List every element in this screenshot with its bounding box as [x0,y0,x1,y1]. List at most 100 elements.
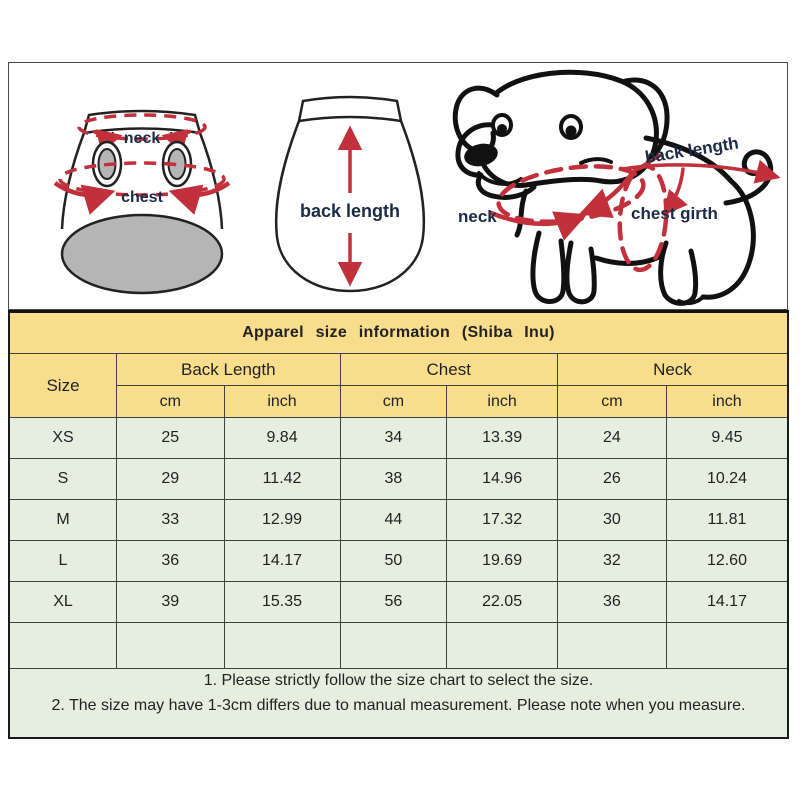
size-row-s: S 29 11.42 38 14.96 26 10.24 [8,458,789,500]
value-cell: 24 [556,417,667,459]
value-cell: 39 [116,581,225,623]
column-group-row: Size Back Length Chest Neck [8,353,789,418]
unit-header: cm [339,385,448,418]
value-cell: 9.84 [223,417,341,459]
value-cell: 11.42 [223,458,341,500]
empty-cell [116,622,225,669]
value-cell: 14.17 [665,581,789,623]
apparel-size-table: Apparel size information (Shiba Inu) Siz… [8,310,789,739]
value-cell: 44 [339,499,448,541]
dog-line-art [452,69,774,306]
note-1: 1. Please strictly follow the size chart… [203,672,594,689]
empty-cell [339,622,448,669]
empty-row [8,622,789,669]
value-cell: 32 [556,540,667,582]
dog-rear-leg [658,240,699,306]
size-cell: L [8,540,117,582]
front-chest-label: chest [121,189,163,206]
dog-tail [723,149,774,206]
empty-cell [665,622,789,669]
unit-header-row: cm inch cm inch cm inch [9,385,789,418]
dog-measurement-lines [488,153,781,273]
measurement-illustrations: neck chest back length [8,62,788,310]
value-cell: 26 [556,458,667,500]
empty-cell [446,622,558,669]
garment-back-illustration: back length [274,95,426,293]
unit-header: inch [665,385,789,418]
size-header: Size [8,353,117,418]
chest-girth-dashed-line [58,161,226,197]
dog-illustration: neck back length chest girth [452,69,781,306]
chest-header: Chest [339,353,558,386]
value-cell: 17.32 [446,499,558,541]
value-cell: 13.39 [446,417,558,459]
size-cell: XL [8,581,117,623]
unit-header: cm [556,385,667,418]
notes-row: 1. Please strictly follow the size chart… [8,668,789,739]
note-2: 2. The size may have 1-3cm differs due t… [51,696,746,714]
garment-front-illustration: neck chest [53,109,231,295]
value-cell: 56 [339,581,448,623]
dog-shoulder-fur [579,157,613,165]
dog-chest-fur [514,188,529,238]
size-cell: XS [8,417,117,459]
value-cell: 15.35 [223,581,341,623]
value-cell: 34 [339,417,448,459]
value-cell: 29 [116,458,225,500]
size-cell: S [8,458,117,500]
dog-right-pupil [565,125,577,137]
value-cell: 14.17 [223,540,341,582]
front-neck-label: neck [124,130,161,147]
neck-girth-dashed-line [77,113,207,141]
dog-mouth [477,171,523,186]
empty-cell [556,622,667,669]
dog-chest-arrow-down [662,167,688,216]
size-row-xl: XL 39 15.35 56 22.05 36 14.17 [8,581,789,623]
value-cell: 19.69 [446,540,558,582]
value-cell: 36 [116,540,225,582]
garment-back-collar-line [298,115,402,123]
value-cell: 38 [339,458,448,500]
size-row-xs: XS 25 9.84 34 13.39 24 9.45 [8,417,789,459]
value-cell: 36 [556,581,667,623]
dog-neck-arrow [488,210,588,241]
unit-header: inch [446,385,558,418]
unit-header: cm [116,385,225,418]
dog-front-leg-2 [564,240,597,305]
neck-header: Neck [556,353,789,386]
dog-back-length-tick [632,153,663,173]
neck-arrow-left [92,129,123,153]
size-row-l: L 36 14.17 50 19.69 32 12.60 [8,540,789,582]
value-cell: 14.96 [446,458,558,500]
size-cell: M [8,499,117,541]
value-cell: 9.45 [665,417,789,459]
dog-chest-girth-label: chest girth [631,204,718,223]
garment-right-seam [198,132,224,230]
dog-rear-paw [677,295,705,306]
empty-cell [223,622,341,669]
garment-belly-panel [60,213,224,295]
value-cell: 22.05 [446,581,558,623]
value-cell: 12.99 [223,499,341,541]
value-cell: 33 [116,499,225,541]
size-table-container: Apparel size information (Shiba Inu) Siz… [8,310,789,739]
size-row-m: M 33 12.99 44 17.32 30 11.81 [8,499,789,541]
value-cell: 30 [556,499,667,541]
value-cell: 12.60 [665,540,789,582]
dog-nose [464,143,498,167]
value-cell: 10.24 [665,458,789,500]
value-cell: 25 [116,417,225,459]
table-title-row: Apparel size information (Shiba Inu) [8,311,789,354]
dog-back-line [643,135,734,184]
empty-cell [8,622,117,669]
back-length-label: back length [300,201,400,221]
garment-back-outline [274,95,426,293]
value-cell: 50 [339,540,448,582]
table-title: Apparel size information (Shiba Inu) [8,311,789,354]
garment-left-seam [60,132,86,230]
chest-swoosh-right [168,181,231,215]
value-cell: 11.81 [665,499,789,541]
notes-cell: 1. Please strictly follow the size chart… [8,668,789,739]
unit-header: inch [223,385,341,418]
